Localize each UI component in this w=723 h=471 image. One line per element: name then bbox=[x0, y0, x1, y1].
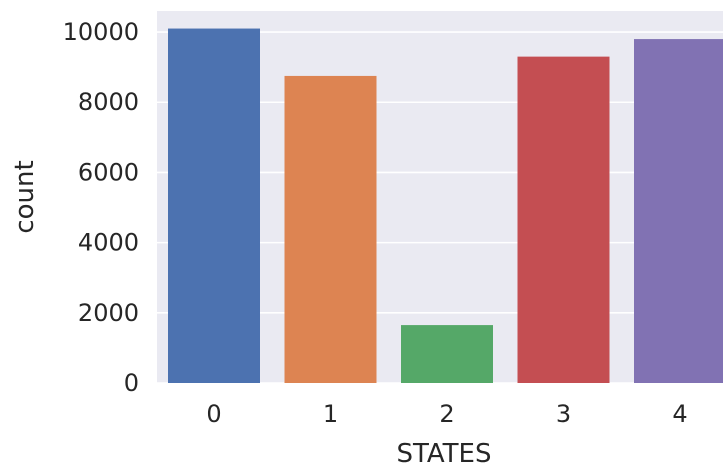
y-tick-label: 10000 bbox=[63, 18, 139, 46]
y-axis-label: count bbox=[10, 160, 40, 233]
y-tick-label: 0 bbox=[124, 369, 139, 397]
bar-1 bbox=[284, 75, 377, 383]
bar-0 bbox=[168, 28, 260, 383]
x-tick-label: 3 bbox=[556, 400, 571, 428]
x-axis-label: STATES bbox=[397, 439, 492, 469]
y-tick-labels: 0 2000 4000 6000 8000 10000 bbox=[63, 18, 139, 397]
y-tick-label: 4000 bbox=[78, 229, 139, 257]
y-tick-label: 6000 bbox=[78, 158, 139, 186]
bars bbox=[168, 28, 723, 383]
x-tick-label: 2 bbox=[439, 400, 454, 428]
y-tick-label: 8000 bbox=[78, 88, 139, 116]
x-tick-label: 1 bbox=[323, 400, 338, 428]
y-tick-label: 2000 bbox=[78, 299, 139, 327]
x-tick-label: 0 bbox=[206, 400, 221, 428]
x-tick-label: 4 bbox=[672, 400, 687, 428]
bar-3 bbox=[517, 56, 610, 383]
bar-4 bbox=[634, 39, 723, 383]
x-tick-labels: 0 1 2 3 4 bbox=[206, 400, 687, 428]
bar-2 bbox=[401, 325, 493, 383]
